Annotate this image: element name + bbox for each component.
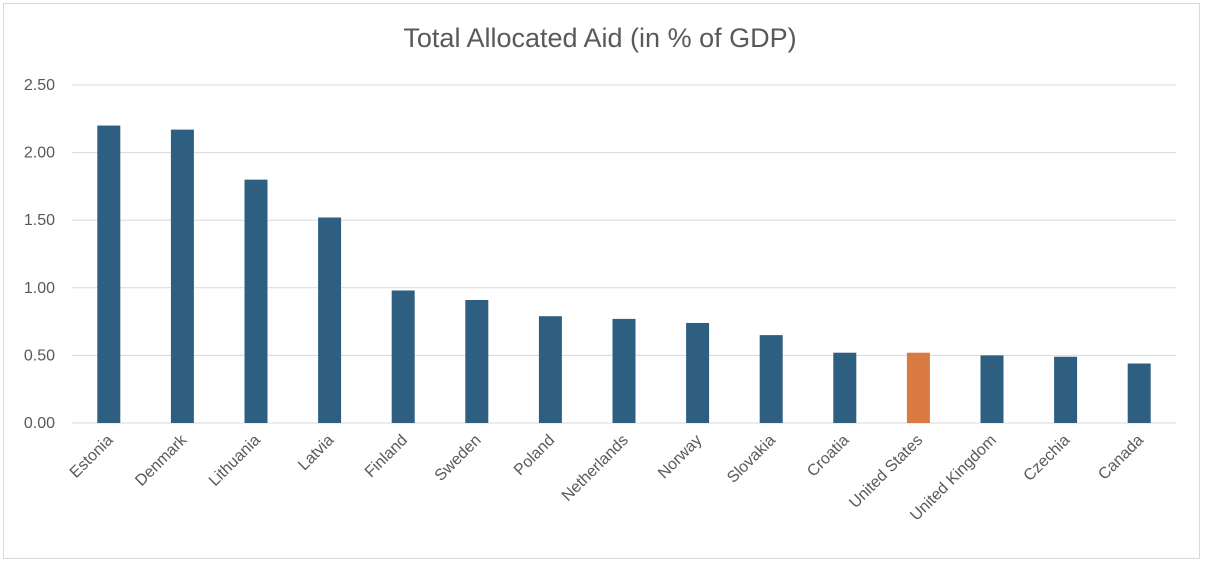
bar-estonia — [97, 125, 121, 423]
bar-croatia — [833, 352, 857, 423]
x-tick-label: Croatia — [804, 432, 853, 481]
bar-united-kingdom — [980, 355, 1004, 423]
y-tick-label: 1.00 — [24, 280, 55, 297]
x-tick-label: Canada — [1095, 432, 1147, 484]
x-tick-label: Latvia — [295, 432, 337, 474]
x-tick-label: Norway — [655, 432, 705, 482]
bar-sweden — [465, 299, 489, 423]
chart-frame — [3, 3, 1200, 559]
bar-finland — [391, 290, 415, 423]
bar-lithuania — [244, 179, 268, 423]
bar-denmark — [170, 129, 194, 423]
bar-czechia — [1054, 356, 1078, 423]
x-tick-label: Sweden — [432, 432, 485, 485]
x-tick-label: Estonia — [67, 432, 117, 482]
bar-latvia — [318, 217, 342, 423]
y-tick-label: 0.00 — [24, 415, 55, 432]
bar-canada — [1127, 363, 1151, 423]
x-tick-label: Netherlands — [559, 432, 632, 505]
bar-slovakia — [759, 335, 783, 423]
y-tick-label: 1.50 — [24, 212, 55, 229]
bars — [97, 125, 1151, 423]
x-tick-label: United States — [846, 432, 926, 512]
bar-netherlands — [612, 318, 636, 423]
bar-poland — [538, 316, 562, 423]
x-tick-label: Denmark — [132, 431, 191, 490]
y-tick-label: 2.50 — [24, 77, 55, 94]
x-tick-label: Finland — [362, 432, 411, 481]
bar-united-states — [906, 352, 930, 423]
bar-norway — [686, 322, 710, 423]
x-axis-labels: Estonia Denmark Lithuania Latvia Finland Swed… — [67, 431, 1147, 524]
x-tick-label: Slovakia — [724, 432, 779, 487]
y-tick-label: 2.00 — [24, 145, 55, 162]
y-tick-label: 0.50 — [24, 347, 55, 364]
y-axis-ticks: 0.00 0.50 1.00 1.50 2.00 2.50 — [24, 77, 55, 432]
x-tick-label: Lithuania — [206, 432, 264, 490]
chart-title: Total Allocated Aid (in % of GDP) — [403, 23, 796, 53]
x-tick-label: Czechia — [1021, 432, 1074, 485]
x-tick-label: Poland — [511, 432, 558, 479]
